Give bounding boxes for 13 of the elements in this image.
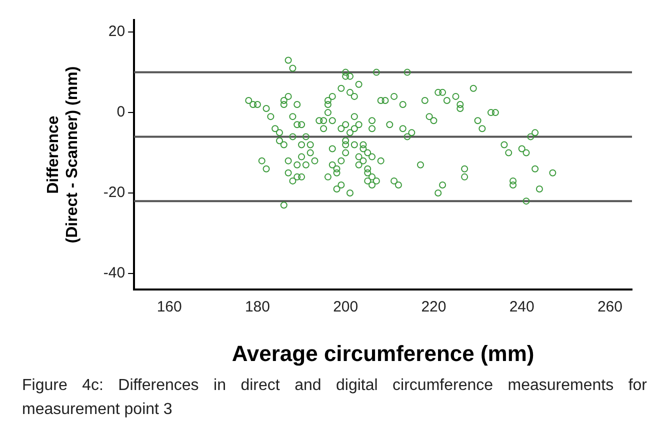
x-tick-label: 260: [597, 298, 622, 316]
x-tick-label: 220: [421, 298, 446, 316]
y-tick-label: -20: [103, 184, 126, 202]
caption: Figure 4c: Differences in direct and digital circumference measurements for measurement point 3: [22, 376, 647, 420]
x-tick-label: 160: [156, 298, 182, 316]
x-tick-label: 240: [509, 298, 534, 316]
x-axis-title: Average circumference (mm): [232, 340, 534, 366]
y-tick-label: -40: [103, 264, 126, 282]
x-tick-label: 200: [333, 298, 358, 316]
y-tick-label: 20: [108, 23, 126, 40]
y-axis-title: Difference (Direct - Scanner) (mm): [45, 66, 82, 244]
y-tick-label: 0: [116, 104, 126, 121]
x-tick-label: 180: [244, 298, 270, 316]
